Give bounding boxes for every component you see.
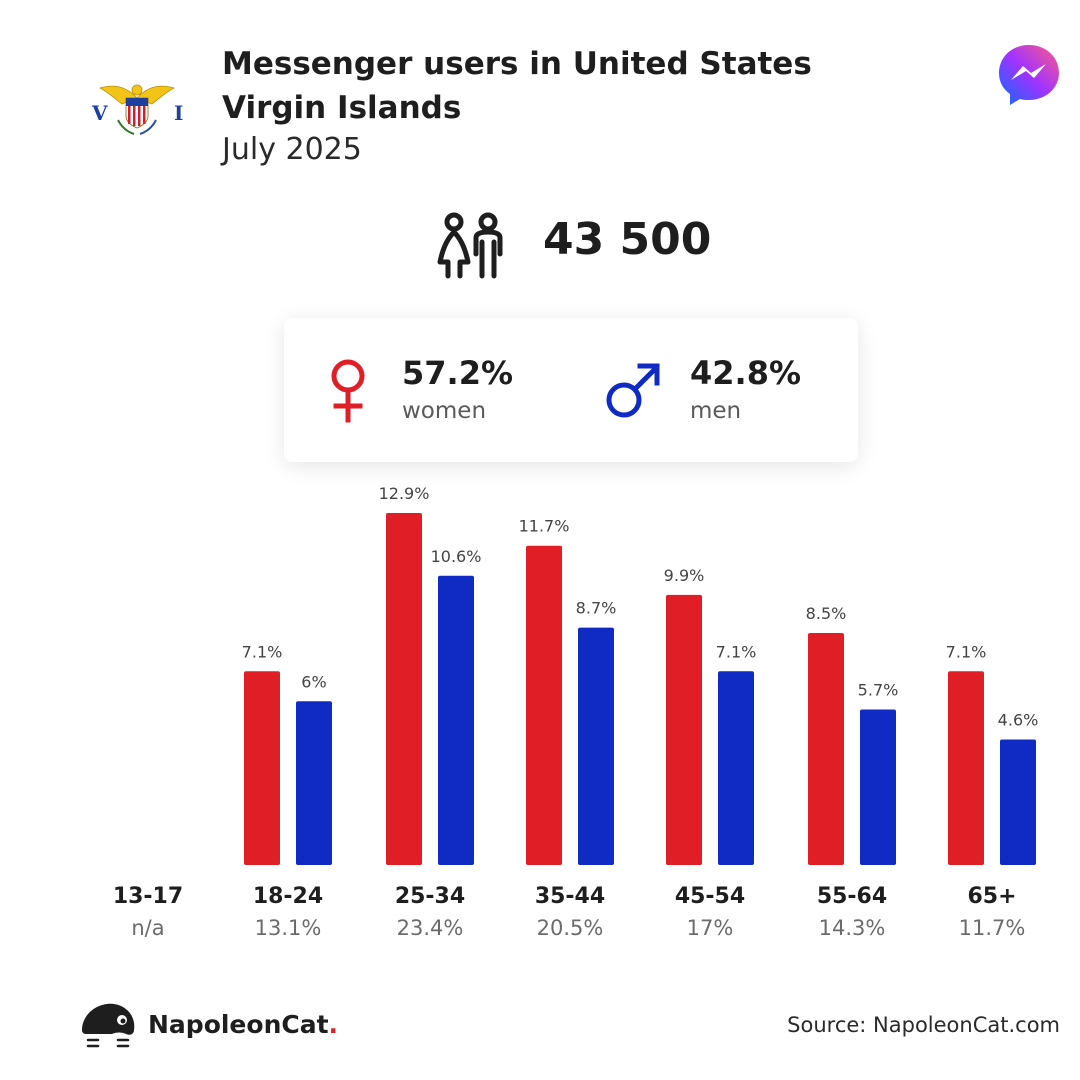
age-group-label-65+: 65+ [967, 884, 1017, 909]
bar-men-45-54 [718, 671, 754, 865]
bar-women-35-44 [526, 545, 562, 865]
brand-name: NapoleonCat. [148, 1010, 339, 1039]
age-group-total-35-44: 20.5% [536, 916, 604, 940]
us-virgin-islands-flag-image: V I [78, 68, 196, 148]
age-group-total-65+: 11.7% [958, 916, 1026, 940]
bar-value-label-women-35-44: 11.7% [519, 517, 570, 536]
bar-women-55-64 [808, 633, 844, 865]
male-symbol-icon [606, 363, 660, 418]
bar-men-18-24 [296, 701, 332, 865]
svg-text:I: I [174, 101, 183, 125]
bar-value-label-men-45-54: 7.1% [716, 642, 757, 661]
men-label: men [690, 398, 742, 424]
bar-value-label-men-25-34: 10.6% [431, 547, 482, 566]
bar-men-65+ [1000, 739, 1036, 865]
bar-value-label-men-18-24: 6% [301, 672, 326, 691]
bar-value-label-men-65+: 4.6% [998, 710, 1039, 729]
age-group-label-13-17: 13-17 [112, 884, 184, 909]
bar-women-45-54 [666, 594, 702, 865]
bar-value-label-men-55-64: 5.7% [858, 680, 899, 699]
people-icon [437, 212, 503, 279]
source-link[interactable]: Source: NapoleonCat.com [787, 1013, 1060, 1037]
bar-value-label-men-35-44: 8.7% [576, 599, 617, 618]
messenger-logo-icon [999, 45, 1059, 105]
age-group-label-18-24: 18-24 [252, 884, 324, 909]
bar-women-65+ [948, 671, 984, 865]
bar-men-35-44 [578, 627, 614, 865]
bar-women-25-34 [386, 513, 422, 865]
age-group-label-45-54: 45-54 [674, 884, 746, 909]
female-symbol-icon [331, 359, 365, 423]
age-group-total-55-64: 14.3% [818, 916, 886, 940]
page-subtitle-date: July 2025 [222, 132, 362, 167]
total-users-value: 43 500 [543, 214, 712, 265]
age-group-label-25-34: 25-34 [394, 884, 466, 909]
gender-split-card: 57.2% women 42.8% men [284, 318, 858, 462]
bar-value-label-women-18-24: 7.1% [242, 642, 283, 661]
page-title: Messenger users in United States Virgin … [222, 46, 812, 126]
age-group-label-35-44: 35-44 [534, 884, 606, 909]
bar-value-label-women-55-64: 8.5% [806, 604, 847, 623]
bar-men-55-64 [860, 709, 896, 865]
bar-value-label-women-65+: 7.1% [946, 642, 987, 661]
women-percentage: 57.2% [402, 354, 514, 392]
bar-men-25-34 [438, 575, 474, 865]
age-group-total-13-17: n/a [131, 916, 165, 940]
age-group-label-55-64: 55-64 [816, 884, 888, 909]
age-group-total-45-54: 17% [686, 916, 734, 940]
svg-text:V: V [91, 101, 108, 125]
bar-value-label-women-25-34: 12.9% [379, 484, 430, 503]
bar-value-label-women-45-54: 9.9% [664, 566, 705, 585]
age-group-total-18-24: 13.1% [254, 916, 322, 940]
napoleoncat-logo-icon [82, 1003, 135, 1048]
age-group-total-25-34: 23.4% [396, 916, 464, 940]
men-percentage: 42.8% [690, 354, 802, 392]
bar-women-18-24 [244, 671, 280, 865]
women-label: women [402, 398, 487, 424]
age-gender-bar-chart: 7.1% 6% 12.9% 10.6% 11.7% 8.7% 9.9% 7.1% 8.5% 5.7… [242, 484, 1039, 865]
